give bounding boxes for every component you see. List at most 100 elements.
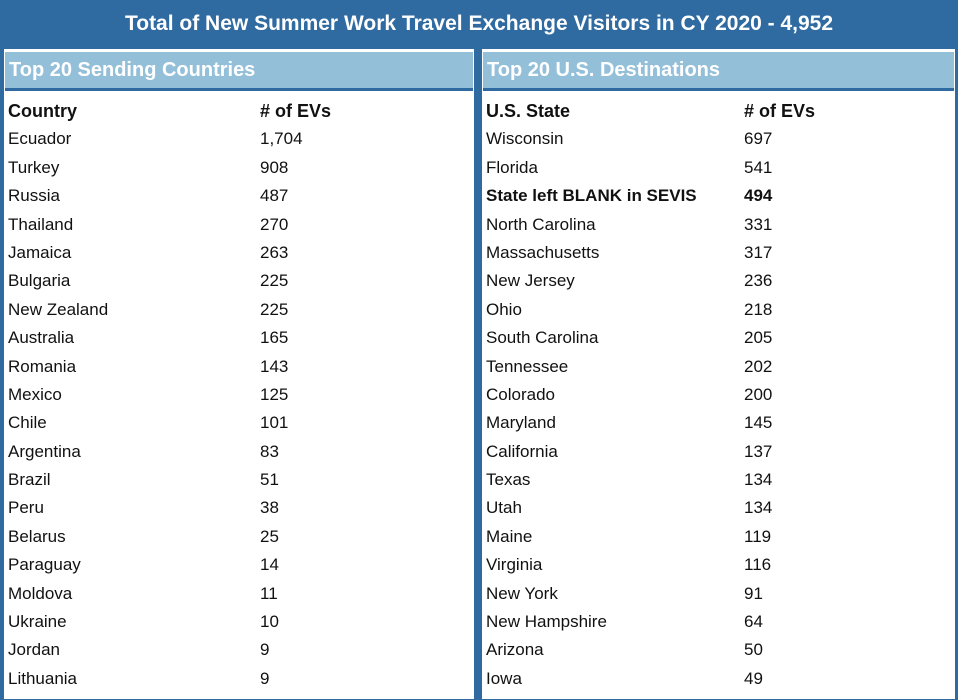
table-row: Peru 38 [4, 494, 474, 522]
table-row: Thailand 270 [4, 211, 474, 239]
us-destinations-panel: Top 20 U.S. Destinations U.S. State # of… [481, 48, 956, 700]
row-value: 331 [744, 214, 773, 234]
row-value: 9 [260, 640, 270, 660]
table-row: Chile 101 [4, 409, 474, 437]
row-name: Maryland [486, 413, 556, 433]
row-name: Mexico [8, 384, 62, 404]
table-row: Lithuania 9 [4, 665, 474, 693]
row-value: 25 [260, 526, 279, 546]
row-name: Ecuador [8, 129, 72, 149]
table-row: Turkey 908 [4, 154, 474, 182]
table-row: New Hampshire 64 [482, 608, 955, 636]
row-name: Lithuania [8, 668, 78, 688]
row-value: 225 [260, 299, 289, 319]
table-row: New York 91 [482, 580, 955, 608]
row-value: 14 [260, 555, 279, 575]
row-name: Arizona [486, 640, 544, 660]
sending-countries-table: Country # of EVs Ecuador 1,704 Turkey 908 Ru… [4, 97, 474, 693]
row-value: 165 [260, 328, 289, 348]
table-row: Maryland 145 [482, 409, 955, 437]
row-value: 50 [744, 640, 763, 660]
table-row: Belarus 25 [4, 523, 474, 551]
row-name: Florida [486, 157, 538, 177]
row-value: 49 [744, 668, 763, 688]
row-value: 202 [744, 356, 773, 376]
row-name: Texas [486, 470, 531, 490]
row-name: Virginia [486, 555, 543, 575]
column-header-evs: # of EVs [260, 101, 332, 121]
table-row: Texas 134 [482, 466, 955, 494]
row-name: Bulgaria [8, 271, 71, 291]
column-header-country: Country [8, 101, 77, 121]
table-row: Jamaica 263 [4, 239, 474, 267]
row-name: Ohio [486, 299, 522, 319]
row-name: North Carolina [486, 214, 596, 234]
table-row: Ukraine 10 [4, 608, 474, 636]
table-row: North Carolina 331 [482, 211, 955, 239]
page-title: Total of New Summer Work Travel Exchange… [0, 0, 958, 48]
column-header-evs: # of EVs [744, 101, 816, 121]
us-destinations-table: U.S. State # of EVs Wisconsin 697 Florida 5… [482, 97, 955, 693]
table-row: California 137 [482, 438, 955, 466]
row-value: 541 [744, 157, 773, 177]
table-row: Iowa 49 [482, 665, 955, 693]
table-header-row: U.S. State # of EVs [482, 97, 955, 125]
row-name: New York [486, 583, 558, 603]
table-row: New Zealand 225 [4, 296, 474, 324]
table-row: New Jersey 236 [482, 267, 955, 295]
table-row: Brazil 51 [4, 466, 474, 494]
row-value: 116 [744, 555, 772, 575]
row-value: 908 [260, 157, 289, 177]
row-value: 51 [260, 470, 279, 490]
table-row: Russia 487 [4, 182, 474, 210]
row-name: Russia [8, 186, 60, 206]
row-value: 225 [260, 271, 289, 291]
row-name: Utah [486, 498, 522, 518]
table-row: Paraguay 14 [4, 551, 474, 579]
row-value: 91 [744, 583, 763, 603]
row-name: Romania [8, 356, 77, 376]
sending-countries-panel: Top 20 Sending Countries Country # of EV… [3, 48, 475, 700]
row-value: 317 [744, 242, 773, 262]
row-name: Thailand [8, 214, 74, 234]
table-row: Ohio 218 [482, 296, 955, 324]
row-name: New Jersey [486, 271, 575, 291]
sending-countries-heading: Top 20 Sending Countries [5, 52, 473, 91]
table-row: Massachusetts 317 [482, 239, 955, 267]
table-row: Moldova 11 [4, 580, 474, 608]
row-value: 270 [260, 214, 289, 234]
row-value: 145 [744, 413, 773, 433]
row-value: 38 [260, 498, 279, 518]
row-value: 9 [260, 668, 270, 688]
row-value: 64 [744, 612, 763, 632]
row-name: Australia [8, 328, 75, 348]
row-name: State left BLANK in SEVIS [486, 186, 697, 206]
row-value: 263 [260, 242, 289, 262]
row-value: 494 [744, 186, 773, 206]
row-value: 119 [744, 526, 772, 546]
row-value: 134 [744, 498, 773, 518]
row-value: 137 [744, 441, 773, 461]
table-row: Wisconsin 697 [482, 125, 955, 153]
row-name: Wisconsin [486, 129, 564, 149]
row-name: Colorado [486, 384, 555, 404]
row-value: 125 [260, 384, 289, 404]
row-name: California [486, 441, 558, 461]
row-name: Chile [8, 413, 47, 433]
table-row: Tennessee 202 [482, 353, 955, 381]
table-row: Maine 119 [482, 523, 955, 551]
table-row: South Carolina 205 [482, 324, 955, 352]
row-value: 1,704 [260, 129, 303, 149]
table-row: Virginia 116 [482, 551, 955, 579]
table-header-row: Country # of EVs [4, 97, 474, 125]
row-name: Peru [8, 498, 44, 518]
table-row: Ecuador 1,704 [4, 125, 474, 153]
row-name: Jamaica [8, 242, 72, 262]
row-value: 200 [744, 384, 773, 404]
row-name: Brazil [8, 470, 51, 490]
row-name: Iowa [486, 668, 522, 688]
table-row: Colorado 200 [482, 381, 955, 409]
table-row: State left BLANK in SEVIS 494 [482, 182, 955, 210]
table-row: Florida 541 [482, 154, 955, 182]
